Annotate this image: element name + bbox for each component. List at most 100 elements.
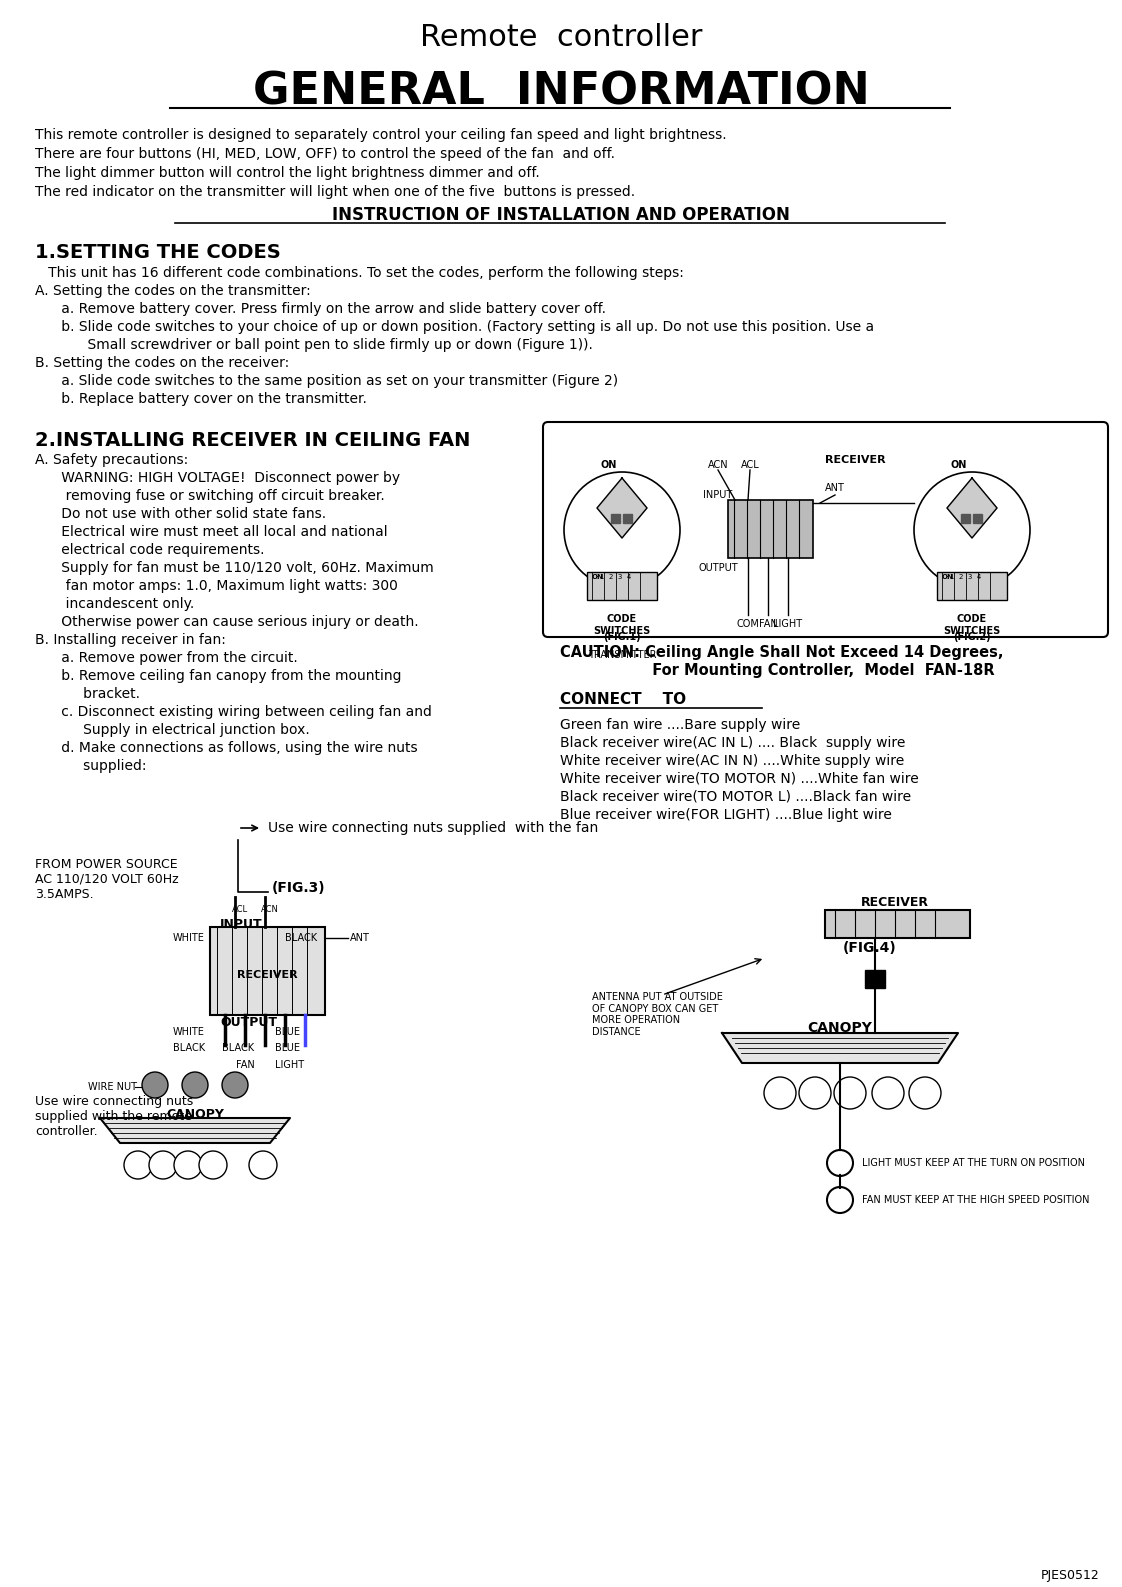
Circle shape [799,1078,831,1109]
Text: WHITE: WHITE [173,1027,205,1036]
Circle shape [827,1151,853,1176]
Polygon shape [100,1117,289,1143]
Text: Do not use with other solid state fans.: Do not use with other solid state fans. [35,506,327,521]
Text: WHITE: WHITE [173,933,205,943]
Bar [865,970,885,989]
Text: Remote  controller: Remote controller [420,24,702,52]
Text: LIGHT MUST KEEP AT THE TURN ON POSITION: LIGHT MUST KEEP AT THE TURN ON POSITION [862,1159,1085,1168]
Text: OUTPUT: OUTPUT [220,1016,277,1028]
Text: INPUT: INPUT [220,919,263,932]
Text: electrical code requirements.: electrical code requirements. [35,543,265,557]
Text: b. Slide code switches to your choice of up or down position. (Factory setting i: b. Slide code switches to your choice of… [35,321,874,333]
Circle shape [182,1071,208,1098]
Bar [587,571,657,600]
Text: Black receiver wire(AC IN L) .... Black  supply wire: Black receiver wire(AC IN L) .... Black … [560,736,905,751]
Bar [825,909,971,938]
Circle shape [174,1151,202,1179]
Bar [728,500,813,559]
Text: removing fuse or switching off circuit breaker.: removing fuse or switching off circuit b… [35,489,385,503]
Polygon shape [721,1033,958,1063]
Text: LIGHT: LIGHT [275,1060,304,1070]
Text: White receiver wire(TO MOTOR N) ....White fan wire: White receiver wire(TO MOTOR N) ....Whit… [560,771,919,786]
Circle shape [872,1078,904,1109]
Circle shape [909,1078,941,1109]
Text: RECEIVER: RECEIVER [237,970,297,981]
Text: ACL: ACL [232,906,248,914]
Text: Electrical wire must meet all local and national: Electrical wire must meet all local and … [35,525,387,540]
Text: ON: ON [592,574,604,579]
Text: COM: COM [736,619,760,628]
Text: ANTENNA PUT AT OUTSIDE
OF CANOPY BOX CAN GET
MORE OPERATION
DISTANCE: ANTENNA PUT AT OUTSIDE OF CANOPY BOX CAN… [592,992,723,1036]
Circle shape [125,1151,151,1179]
Text: CODE
SWITCHES: CODE SWITCHES [944,614,1001,636]
Text: ANT: ANT [825,482,845,494]
Text: GENERAL  INFORMATION: GENERAL INFORMATION [252,70,870,114]
Text: The red indicator on the transmitter will light when one of the five  buttons is: The red indicator on the transmitter wil… [35,186,635,198]
Circle shape [249,1151,277,1179]
Text: (FIG.2): (FIG.2) [954,632,991,643]
Text: CONNECT    TO: CONNECT TO [560,692,687,708]
Circle shape [142,1071,168,1098]
Text: b. Replace battery cover on the transmitter.: b. Replace battery cover on the transmit… [35,392,367,406]
Text: d. Make connections as follows, using the wire nuts: d. Make connections as follows, using th… [35,741,417,755]
Text: A. Setting the codes on the transmitter:: A. Setting the codes on the transmitter: [35,284,311,298]
Text: Use wire connecting nuts
supplied with the remote
controller.: Use wire connecting nuts supplied with t… [35,1095,193,1138]
Text: (FIG.3): (FIG.3) [272,881,325,895]
Text: For Mounting Controller,  Model  FAN-18R: For Mounting Controller, Model FAN-18R [560,662,994,678]
Text: b. Remove ceiling fan canopy from the mounting: b. Remove ceiling fan canopy from the mo… [35,670,402,682]
Text: Use wire connecting nuts supplied  with the fan: Use wire connecting nuts supplied with t… [268,820,598,835]
Text: Blue receiver wire(FOR LIGHT) ....Blue light wire: Blue receiver wire(FOR LIGHT) ....Blue l… [560,808,892,822]
Text: BLUE: BLUE [275,1027,300,1036]
Text: (FIG.4): (FIG.4) [843,941,896,955]
Text: Green fan wire ....Bare supply wire: Green fan wire ....Bare supply wire [560,717,800,732]
Bar [611,514,620,524]
Text: (FIG.1): (FIG.1) [604,632,641,643]
Text: FAN: FAN [758,619,778,628]
Text: FAN MUST KEEP AT THE HIGH SPEED POSITION: FAN MUST KEEP AT THE HIGH SPEED POSITION [862,1195,1089,1205]
Text: BLACK: BLACK [285,933,318,943]
Text: B. Installing receiver in fan:: B. Installing receiver in fan: [35,633,226,647]
Text: c. Disconnect existing wiring between ceiling fan and: c. Disconnect existing wiring between ce… [35,705,432,719]
Text: LIGHT: LIGHT [773,619,802,628]
Polygon shape [597,478,647,538]
Text: supplied:: supplied: [35,759,147,773]
Circle shape [827,1187,853,1212]
Text: 2.INSTALLING RECEIVER IN CEILING FAN: 2.INSTALLING RECEIVER IN CEILING FAN [35,430,470,449]
Text: ACN: ACN [708,460,728,470]
Text: CAUTION: Ceiling Angle Shall Not Exceed 14 Degrees,: CAUTION: Ceiling Angle Shall Not Exceed … [560,644,1003,660]
FancyBboxPatch shape [543,422,1109,636]
Text: 1  2  3  4: 1 2 3 4 [600,574,632,579]
Text: bracket.: bracket. [35,687,140,701]
Bar [623,514,632,524]
Circle shape [222,1071,248,1098]
Text: BLACK: BLACK [222,1043,254,1054]
Text: 1  2  3  4: 1 2 3 4 [950,574,982,579]
Text: Supply in electrical junction box.: Supply in electrical junction box. [35,724,310,736]
Text: BLACK: BLACK [173,1043,205,1054]
Text: ACN: ACN [261,906,279,914]
Text: a. Remove battery cover. Press firmly on the arrow and slide battery cover off.: a. Remove battery cover. Press firmly on… [35,302,606,316]
Text: Small screwdriver or ball point pen to slide firmly up or down (Figure 1)).: Small screwdriver or ball point pen to s… [35,338,592,352]
Text: There are four buttons (HI, MED, LOW, OFF) to control the speed of the fan  and : There are four buttons (HI, MED, LOW, OF… [35,148,615,160]
Text: Black receiver wire(TO MOTOR L) ....Black fan wire: Black receiver wire(TO MOTOR L) ....Blac… [560,790,911,805]
Text: TRANSMITTER: TRANSMITTER [588,651,656,660]
Circle shape [199,1151,227,1179]
Bar [973,514,982,524]
Text: 1.SETTING THE CODES: 1.SETTING THE CODES [35,243,280,262]
Text: RECEIVER: RECEIVER [825,455,885,465]
Text: INSTRUCTION OF INSTALLATION AND OPERATION: INSTRUCTION OF INSTALLATION AND OPERATIO… [332,206,790,224]
Text: This unit has 16 different code combinations. To set the codes, perform the foll: This unit has 16 different code combinat… [35,267,684,279]
Text: fan motor amps: 1.0, Maximum light watts: 300: fan motor amps: 1.0, Maximum light watts… [35,579,398,594]
Text: ON: ON [942,574,954,579]
Text: The light dimmer button will control the light brightness dimmer and off.: The light dimmer button will control the… [35,167,540,179]
Text: BLUE: BLUE [275,1043,300,1054]
Text: incandescent only.: incandescent only. [35,597,194,611]
Text: This remote controller is designed to separately control your ceiling fan speed : This remote controller is designed to se… [35,129,727,141]
Text: a. Slide code switches to the same position as set on your transmitter (Figure 2: a. Slide code switches to the same posit… [35,375,618,387]
Polygon shape [947,478,997,538]
Text: FROM POWER SOURCE
AC 110/120 VOLT 60Hz
3.5AMPS.: FROM POWER SOURCE AC 110/120 VOLT 60Hz 3… [35,859,178,901]
Text: ON: ON [600,460,617,470]
Bar [962,514,971,524]
Text: WARNING: HIGH VOLTAGE!  Disconnect power by: WARNING: HIGH VOLTAGE! Disconnect power … [35,471,401,486]
Text: PJES0512: PJES0512 [1041,1568,1100,1582]
